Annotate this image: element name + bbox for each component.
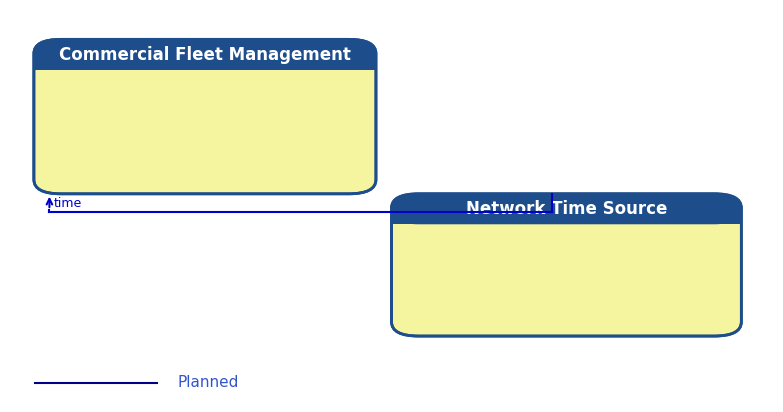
Text: Planned: Planned	[178, 375, 239, 390]
FancyBboxPatch shape	[34, 40, 376, 70]
Text: Commercial Fleet Management: Commercial Fleet Management	[59, 46, 351, 63]
Bar	[392, 208, 742, 224]
FancyBboxPatch shape	[392, 194, 742, 336]
Bar	[34, 53, 376, 70]
FancyBboxPatch shape	[392, 194, 742, 224]
FancyBboxPatch shape	[34, 40, 376, 194]
Text: Network Time Source: Network Time Source	[466, 200, 667, 218]
Text: time: time	[53, 197, 81, 210]
